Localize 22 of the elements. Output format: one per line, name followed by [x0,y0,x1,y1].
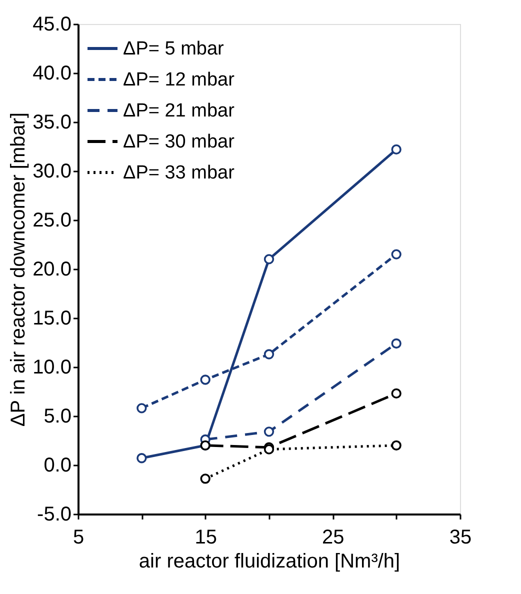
y-tick-label: 40.0 [32,62,72,84]
legend-label: ΔP= 12 mbar [123,70,236,90]
legend-label: ΔP= 33 mbar [123,162,236,184]
y-tick-label: 35.0 [32,112,72,134]
y-tick-label: 20.0 [32,258,72,280]
legend-label: ΔP= 21 mbar [123,100,236,122]
x-tick-label: 25 [322,526,344,548]
legend-label: ΔP= 30 mbar [123,132,236,152]
y-tick-label: 5.0 [44,406,72,428]
y-axis-title: ΔP in air reactor downcomer [mbar] [8,112,30,427]
x-tick-label: 35 [449,526,472,548]
y-tick-label: 15.0 [32,308,72,330]
y-tick-label: -5.0 [37,504,72,526]
y-tick-label: 45.0 [32,14,72,36]
y-tick-label: 30.0 [32,160,72,182]
x-tick-label: 5 [72,526,84,548]
y-tick-label: 0.0 [44,454,72,476]
y-tick-label: 25.0 [32,210,72,232]
y-tick-label: 10.0 [32,356,72,378]
x-axis-title: air reactor fluidization [Nm³/h] [138,550,400,572]
x-tick-label: 15 [194,526,217,548]
legend-label: ΔP= 5 mbar [123,38,225,60]
